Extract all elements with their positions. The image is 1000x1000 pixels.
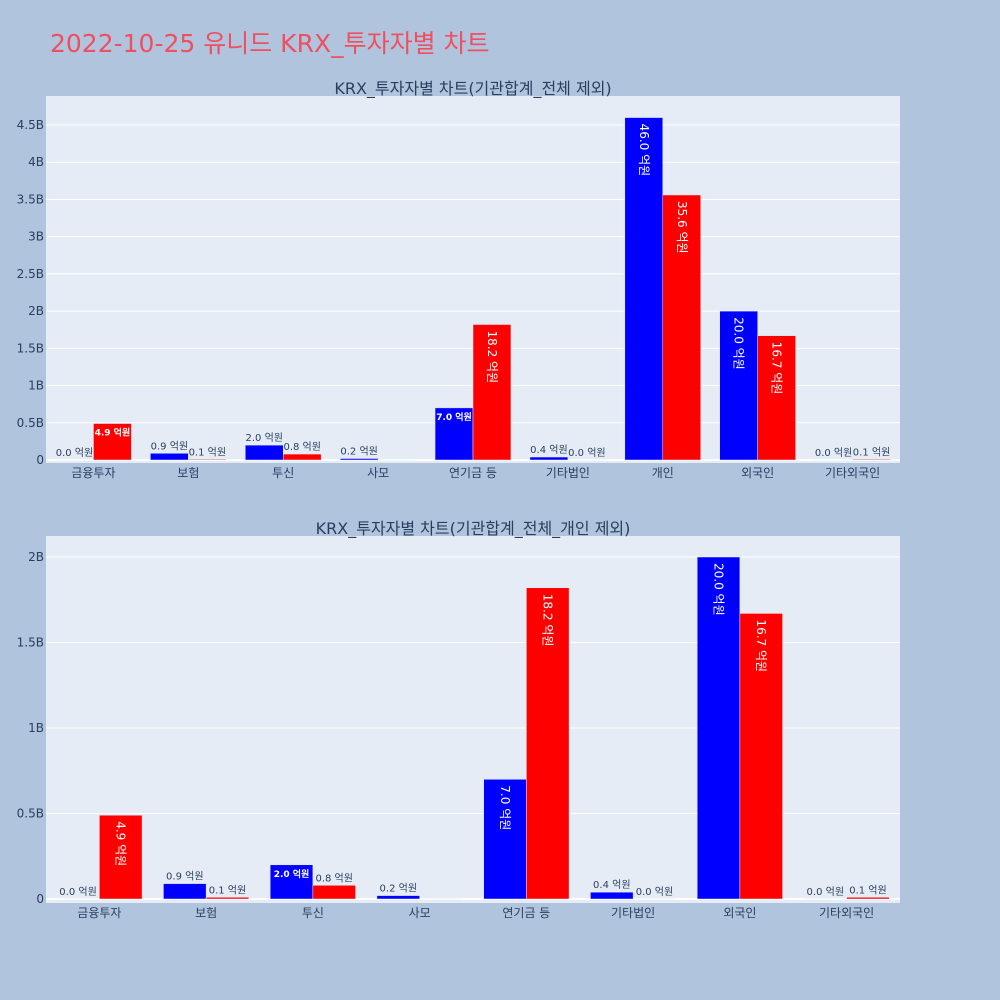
y-tick-label: 1.5B bbox=[17, 636, 44, 650]
y-tick-label: 2.5B bbox=[17, 267, 44, 281]
bar bbox=[99, 814, 143, 900]
bar-data-label: 7.0 억원 bbox=[498, 785, 512, 830]
x-tick-label: 기타법인 bbox=[611, 906, 655, 920]
y-tick-label: 3.5B bbox=[17, 192, 44, 206]
bar bbox=[529, 456, 569, 461]
x-tick-label: 금융투자 bbox=[77, 906, 121, 920]
x-tick-label: 기타외국인 bbox=[825, 466, 880, 480]
subplot-2: KRX_투자자별 차트(기관합계_전체_개인 제외) 0 0.5B 1B 1.5B 2B 금… bbox=[17, 519, 900, 920]
bar bbox=[282, 453, 322, 461]
y-tick-label: 0 bbox=[36, 453, 44, 467]
bar-data-label: 18.2 억원 bbox=[485, 331, 499, 384]
bar bbox=[93, 423, 132, 461]
x-tick-label: 기타법인 bbox=[546, 466, 590, 480]
bar bbox=[434, 407, 474, 461]
bar-data-label: 0.8 억원 bbox=[283, 441, 320, 453]
bar-data-label: 7.0 억원 bbox=[436, 411, 472, 423]
bar bbox=[483, 779, 527, 900]
bar bbox=[312, 885, 356, 900]
y-tick-label: 0.5B bbox=[17, 416, 44, 430]
bar bbox=[150, 453, 189, 461]
bar bbox=[269, 864, 314, 900]
subplot-title: KRX_투자자별 차트(기관합계_전체 제외) bbox=[334, 79, 611, 99]
bar-data-label: 0.9 억원 bbox=[151, 440, 188, 452]
bar-data-label: 0.1 억원 bbox=[849, 884, 886, 896]
bar-data-label: 46.0 억원 bbox=[637, 124, 651, 177]
bar bbox=[662, 194, 701, 461]
bar-data-label: 0.4 억원 bbox=[593, 879, 630, 891]
y-tick-label: 4.5B bbox=[17, 118, 44, 132]
x-tick-label: 외국인 bbox=[741, 466, 774, 480]
x-tick-label: 보험 bbox=[177, 466, 199, 480]
bar-data-label: 0.0 억원 bbox=[815, 447, 852, 459]
bar bbox=[846, 897, 890, 900]
bar-data-label: 0.2 억원 bbox=[340, 446, 377, 458]
bar-data-label: 2.0 억원 bbox=[246, 432, 283, 444]
x-tick-label: 보험 bbox=[195, 906, 217, 920]
page-title: 2022-10-25 유니드 KRX_투자자별 차트 bbox=[50, 29, 490, 58]
bar-data-label: 0.0 억원 bbox=[807, 886, 844, 898]
bar-data-label: 0.0 억원 bbox=[568, 447, 605, 459]
bar-data-label: 0.4 억원 bbox=[530, 444, 567, 456]
bar-data-label: 2.0 억원 bbox=[274, 868, 310, 880]
bar bbox=[757, 335, 796, 461]
x-tick-label: 외국인 bbox=[723, 906, 756, 920]
bar-data-label: 0.1 억원 bbox=[189, 446, 226, 458]
bar bbox=[205, 897, 250, 900]
bar-data-label: 35.6 억원 bbox=[675, 201, 689, 254]
x-tick-label: 개인 bbox=[652, 466, 674, 480]
bar bbox=[624, 117, 664, 461]
bar-data-label: 0.2 억원 bbox=[380, 883, 417, 895]
y-tick-label: 2B bbox=[28, 550, 44, 564]
bar bbox=[526, 587, 570, 900]
bar-data-label: 0.0 억원 bbox=[56, 447, 93, 459]
bar bbox=[472, 324, 512, 461]
x-tick-label: 연기금 등 bbox=[449, 466, 497, 480]
bar-data-label: 0.9 억원 bbox=[166, 871, 203, 883]
bar bbox=[590, 891, 634, 900]
y-tick-label: 1B bbox=[28, 721, 44, 735]
bar bbox=[739, 613, 783, 900]
bar-data-label: 16.7 억원 bbox=[770, 342, 784, 395]
y-tick-label: 1.5B bbox=[17, 341, 44, 355]
bar-data-label: 20.0 억원 bbox=[732, 317, 746, 370]
subplot-title: KRX_투자자별 차트(기관합계_전체_개인 제외) bbox=[316, 519, 631, 539]
bar bbox=[696, 556, 741, 900]
bar-data-label: 18.2 억원 bbox=[541, 594, 555, 647]
bar bbox=[852, 459, 891, 461]
bar bbox=[245, 444, 284, 461]
bar-data-label: 0.8 억원 bbox=[315, 872, 352, 884]
bar-data-label: 0.0 억원 bbox=[636, 886, 673, 898]
x-tick-label: 금융투자 bbox=[71, 466, 115, 480]
x-tick-label: 사모 bbox=[367, 466, 389, 480]
y-tick-label: 3B bbox=[28, 230, 44, 244]
bar-data-label: 4.9 억원 bbox=[114, 821, 128, 866]
x-tick-label: 투신 bbox=[302, 906, 324, 920]
bar-data-label: 0.0 억원 bbox=[59, 886, 96, 898]
x-tick-label: 기타외국인 bbox=[819, 906, 874, 920]
y-tick-label: 1B bbox=[28, 379, 44, 393]
bar-data-label: 20.0 억원 bbox=[712, 563, 726, 616]
bar-data-label: 4.9 억원 bbox=[95, 427, 131, 439]
bar bbox=[188, 459, 227, 461]
bar bbox=[376, 895, 420, 900]
y-tick-label: 4B bbox=[28, 155, 44, 169]
bar-data-label: 0.1 억원 bbox=[209, 884, 246, 896]
bar-data-label: 0.1 억원 bbox=[853, 446, 890, 458]
y-tick-label: 0.5B bbox=[17, 807, 44, 821]
bar bbox=[719, 310, 758, 461]
x-tick-label: 사모 bbox=[409, 906, 431, 920]
bar-data-label: 16.7 억원 bbox=[754, 619, 768, 672]
bar bbox=[339, 458, 379, 461]
y-tick-label: 2B bbox=[28, 304, 44, 318]
y-tick-label: 0 bbox=[36, 892, 44, 906]
x-tick-label: 투신 bbox=[272, 466, 294, 480]
subplot-1: KRX_투자자별 차트(기관합계_전체 제외) 0 0.5B 1B 1.5B 2B 2.5B… bbox=[17, 79, 900, 480]
x-tick-label: 연기금 등 bbox=[502, 906, 550, 920]
bar bbox=[163, 883, 207, 900]
